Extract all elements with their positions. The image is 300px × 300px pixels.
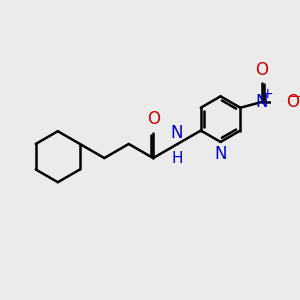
Text: N: N	[214, 145, 227, 163]
Text: −: −	[289, 88, 300, 104]
Text: +: +	[262, 88, 273, 101]
Text: O: O	[147, 110, 160, 128]
Text: O: O	[255, 61, 268, 80]
Text: N: N	[171, 124, 183, 142]
Text: H: H	[171, 151, 183, 166]
Text: N: N	[255, 93, 268, 111]
Text: O: O	[286, 93, 299, 111]
